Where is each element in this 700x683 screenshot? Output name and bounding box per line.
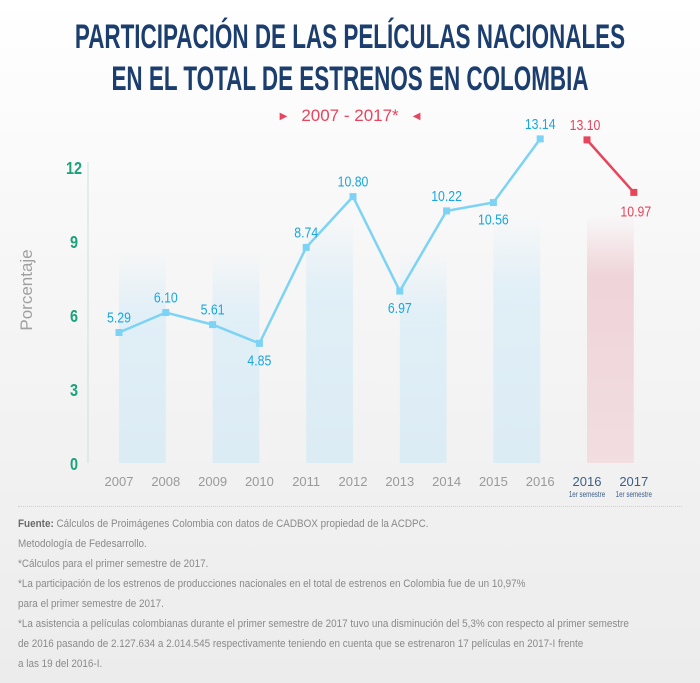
y-tick-label: 0 bbox=[70, 455, 78, 475]
data-label: 6.97 bbox=[388, 300, 412, 316]
data-label: 8.74 bbox=[294, 224, 318, 240]
chart-title: PARTICIPACIÓN DE LAS PELÍCULAS NACIONALE… bbox=[0, 16, 700, 104]
x-tick-label-semester: 2017 bbox=[619, 474, 648, 489]
note-line: *La participación de los estrenos de pro… bbox=[18, 578, 526, 590]
data-label: 5.61 bbox=[201, 301, 225, 317]
data-label-semester: 10.97 bbox=[620, 203, 651, 219]
background-band bbox=[306, 215, 353, 463]
notes: Fuente: Cálculos de Proimágenes Colombia… bbox=[18, 514, 684, 674]
source-line: Fuente: Cálculos de Proimágenes Colombia… bbox=[18, 514, 684, 534]
series-line-semester bbox=[586, 139, 635, 194]
data-point bbox=[302, 243, 310, 251]
triangle-right-icon: ▶ bbox=[279, 111, 288, 122]
data-point bbox=[443, 207, 451, 215]
x-tick-sublabel: 1er semestre bbox=[616, 490, 652, 499]
note-line: para el primer semestre de 2017. bbox=[18, 598, 164, 610]
x-tick-label: 2009 bbox=[198, 474, 227, 489]
background-band bbox=[493, 215, 541, 463]
data-point bbox=[349, 193, 357, 201]
background-band bbox=[119, 250, 166, 463]
x-tick-label: 2014 bbox=[432, 474, 461, 489]
data-label: 5.29 bbox=[107, 309, 131, 325]
chart-subtitle: ▶ 2007 - 2017* ◀ bbox=[0, 106, 700, 127]
note-line: *La asistencia a películas colombianas d… bbox=[18, 618, 629, 630]
data-label-semester: 13.10 bbox=[570, 117, 601, 133]
x-tick-label: 2016 bbox=[526, 474, 555, 489]
subtitle-text: 2007 - 2017* bbox=[301, 106, 399, 125]
source-label: Fuente: bbox=[18, 518, 54, 530]
background-band bbox=[212, 250, 260, 463]
title-line-1: PARTICIPACIÓN DE LAS PELÍCULAS NACIONALE… bbox=[74, 18, 626, 56]
data-point bbox=[255, 339, 263, 347]
y-tick-label: 3 bbox=[70, 381, 78, 401]
y-tick-label: 12 bbox=[66, 159, 82, 179]
x-tick-label: 2010 bbox=[245, 474, 274, 489]
data-label: 13.14 bbox=[525, 116, 556, 132]
line-chart: 0 3 6 9 12 Porcentaje 5.29 2007 6.10 2008 5.61 2009… bbox=[17, 116, 652, 499]
data-point bbox=[209, 321, 217, 329]
x-tick-label: 2012 bbox=[339, 474, 368, 489]
data-label: 10.22 bbox=[431, 188, 462, 204]
data-point bbox=[489, 199, 497, 207]
source-text: Cálculos de Proimágenes Colombia con dat… bbox=[53, 518, 429, 530]
note-line: Metodología de Fedesarrollo. bbox=[18, 538, 147, 550]
note-line: de 2016 pasando de 2.127.634 a 2.014.545… bbox=[18, 638, 584, 650]
background-band bbox=[399, 250, 447, 463]
x-tick-label: 2015 bbox=[479, 474, 508, 489]
y-tick-label: 9 bbox=[70, 233, 78, 253]
data-point-semester bbox=[630, 188, 638, 196]
background-band-semester bbox=[587, 215, 634, 463]
x-tick-label: 2013 bbox=[385, 474, 414, 489]
data-label: 10.80 bbox=[338, 173, 369, 189]
data-label: 10.56 bbox=[478, 211, 509, 227]
data-label: 4.85 bbox=[247, 352, 271, 368]
divider bbox=[18, 506, 682, 507]
data-point-semester bbox=[583, 136, 591, 144]
x-tick-sublabel: 1er semestre bbox=[569, 490, 605, 499]
data-point bbox=[115, 329, 123, 337]
title-line-2: EN EL TOTAL DE ESTRENOS EN COLOMBIA bbox=[111, 60, 589, 98]
y-axis-label: Porcentaje bbox=[17, 249, 36, 330]
data-label: 6.10 bbox=[154, 289, 178, 305]
note-line: *Cálculos para el primer semestre de 201… bbox=[18, 558, 209, 570]
data-point bbox=[162, 309, 170, 317]
x-tick-label: 2011 bbox=[292, 474, 320, 489]
data-point bbox=[396, 287, 404, 295]
series-line-annual bbox=[118, 138, 542, 345]
x-tick-label-semester: 2016 bbox=[573, 474, 602, 489]
triangle-left-icon: ◀ bbox=[412, 111, 421, 122]
y-tick-label: 6 bbox=[70, 307, 78, 327]
note-line: a las 19 del 2016-I. bbox=[18, 658, 103, 670]
x-tick-label: 2008 bbox=[151, 474, 180, 489]
data-point bbox=[536, 135, 544, 143]
x-tick-label: 2007 bbox=[105, 474, 134, 489]
